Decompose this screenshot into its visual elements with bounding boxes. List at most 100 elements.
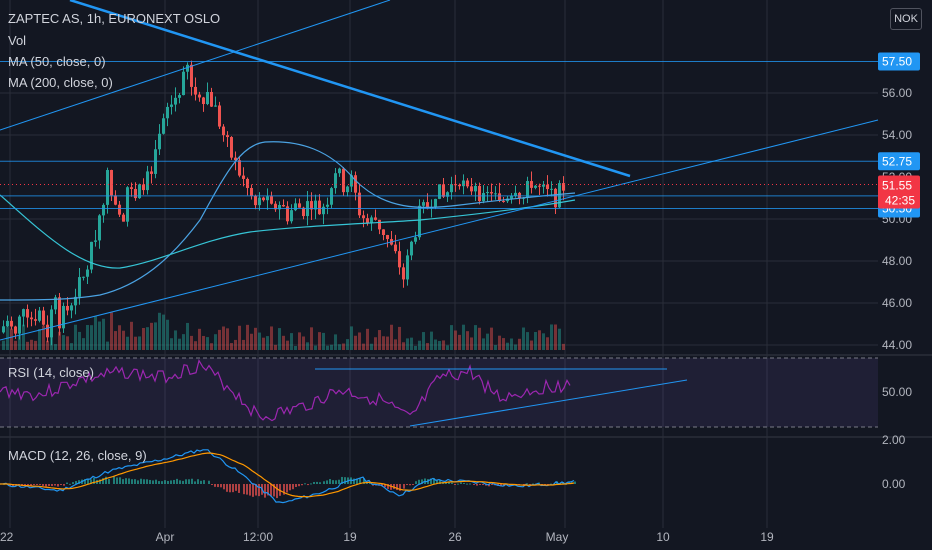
volume-bar-131 bbox=[526, 332, 529, 350]
candle-body-33 bbox=[134, 188, 137, 199]
macd-hist-11 bbox=[36, 484, 38, 485]
volume-bar-36 bbox=[146, 327, 149, 350]
macd-hist-146 bbox=[451, 482, 453, 484]
macd-tick-1: 0.00 bbox=[882, 477, 906, 491]
candle-body-53 bbox=[214, 105, 217, 107]
candle-body-39 bbox=[158, 133, 161, 150]
candle-89 bbox=[358, 184, 361, 218]
candle-body-123 bbox=[494, 193, 497, 195]
candle-6 bbox=[26, 304, 29, 328]
macd-hist-18 bbox=[57, 484, 59, 487]
volume-bar-130 bbox=[522, 327, 525, 350]
time-axis[interactable]: 22 Apr 12:00 19 26 May 10 19 bbox=[0, 530, 774, 544]
macd-hist-82 bbox=[255, 484, 257, 496]
candle-64 bbox=[258, 192, 261, 211]
rsi-tick-0: 50.00 bbox=[882, 385, 912, 399]
volume-bar-137 bbox=[550, 324, 553, 350]
price-axis[interactable]: 44.0046.0048.0050.0054.0056.0052.0057.50… bbox=[878, 52, 920, 492]
macd-hist-154 bbox=[476, 484, 478, 486]
volume-bar-129 bbox=[518, 338, 521, 350]
candle-78 bbox=[314, 194, 317, 220]
candle-69 bbox=[278, 201, 281, 220]
legend-vol[interactable]: Vol bbox=[8, 33, 27, 48]
macd-hist-74 bbox=[229, 484, 231, 493]
candle-body-20 bbox=[82, 276, 85, 278]
volume-bar-46 bbox=[186, 322, 189, 350]
candle-54 bbox=[218, 101, 221, 130]
candle-50 bbox=[202, 96, 205, 112]
macd-hist-141 bbox=[436, 480, 438, 484]
macd-hist-24 bbox=[75, 481, 77, 484]
candle-body-77 bbox=[310, 201, 313, 210]
macd-hist-36 bbox=[113, 476, 115, 484]
candle-120 bbox=[482, 185, 485, 204]
macd-hist-147 bbox=[454, 484, 456, 485]
volume-bar-139 bbox=[558, 328, 561, 350]
macd-hist-104 bbox=[323, 481, 325, 484]
volume-bar-32 bbox=[130, 321, 133, 350]
candle-19 bbox=[78, 268, 81, 305]
time-tick-3: 19 bbox=[343, 530, 357, 544]
volume-bar-41 bbox=[166, 319, 169, 350]
macd-hist-9 bbox=[30, 484, 32, 486]
candle-body-4 bbox=[18, 316, 21, 334]
macd-hist-35 bbox=[108, 479, 110, 484]
candle-body-15 bbox=[62, 305, 65, 329]
candle-body-1 bbox=[6, 320, 9, 327]
candle-body-68 bbox=[274, 203, 277, 210]
candle-body-62 bbox=[250, 187, 253, 196]
volume-bar-138 bbox=[554, 324, 557, 350]
volume-bar-11 bbox=[46, 340, 49, 350]
macd-hist-59 bbox=[182, 480, 184, 484]
macd-hist-136 bbox=[421, 479, 423, 484]
volume-bars bbox=[2, 312, 565, 350]
candle-body-30 bbox=[122, 214, 125, 222]
candle-body-110 bbox=[442, 184, 445, 197]
candle-61 bbox=[246, 177, 249, 196]
candles[interactable] bbox=[2, 60, 565, 346]
macd-pane[interactable] bbox=[0, 449, 576, 504]
candle-body-41 bbox=[166, 106, 169, 119]
candle-body-7 bbox=[30, 317, 33, 320]
candle-body-75 bbox=[302, 207, 305, 217]
candle-body-45 bbox=[182, 71, 185, 96]
candle-body-133 bbox=[534, 185, 537, 188]
volume-bar-81 bbox=[326, 345, 329, 350]
candle-37 bbox=[150, 166, 153, 184]
legend-rsi[interactable]: RSI (14, close) bbox=[8, 365, 94, 380]
candle-body-135 bbox=[542, 184, 545, 187]
symbol-title[interactable]: ZAPTEC AS, 1h, EURONEXT OSLO bbox=[8, 11, 221, 26]
volume-bar-63 bbox=[254, 327, 257, 350]
volume-bar-83 bbox=[334, 334, 337, 350]
candle-body-57 bbox=[230, 137, 233, 158]
currency-button[interactable]: NOK bbox=[890, 8, 922, 30]
macd-hist-92 bbox=[286, 484, 288, 493]
volume-bar-70 bbox=[282, 335, 285, 350]
macd-hist-77 bbox=[238, 484, 240, 493]
macd-hist-98 bbox=[304, 483, 306, 485]
candle-131 bbox=[526, 176, 529, 204]
candle-98 bbox=[394, 234, 397, 254]
candle-103 bbox=[414, 231, 417, 245]
legend-macd[interactable]: MACD (12, 26, close, 9) bbox=[8, 448, 147, 463]
candle-body-108 bbox=[434, 198, 437, 208]
candle-28 bbox=[114, 190, 117, 206]
volume-bar-105 bbox=[422, 332, 425, 350]
rsi-pane[interactable] bbox=[0, 357, 878, 428]
candle-body-18 bbox=[74, 296, 77, 306]
trendlines[interactable] bbox=[0, 0, 879, 341]
macd-hist-79 bbox=[246, 484, 248, 495]
macd-hist-7 bbox=[24, 484, 26, 486]
candle-body-125 bbox=[502, 200, 505, 202]
legend-ma200[interactable]: MA (200, close, 0) bbox=[8, 75, 113, 90]
volume-bar-134 bbox=[538, 330, 541, 350]
candle-65 bbox=[262, 196, 265, 202]
macd-hist-106 bbox=[329, 479, 331, 484]
candle-77 bbox=[310, 192, 313, 220]
macd-hist-124 bbox=[384, 484, 386, 488]
candle-41 bbox=[166, 102, 169, 127]
legend-ma50[interactable]: MA (50, close, 0) bbox=[8, 54, 106, 69]
macd-hist-101 bbox=[313, 482, 315, 484]
macd-hist-67 bbox=[208, 480, 210, 484]
